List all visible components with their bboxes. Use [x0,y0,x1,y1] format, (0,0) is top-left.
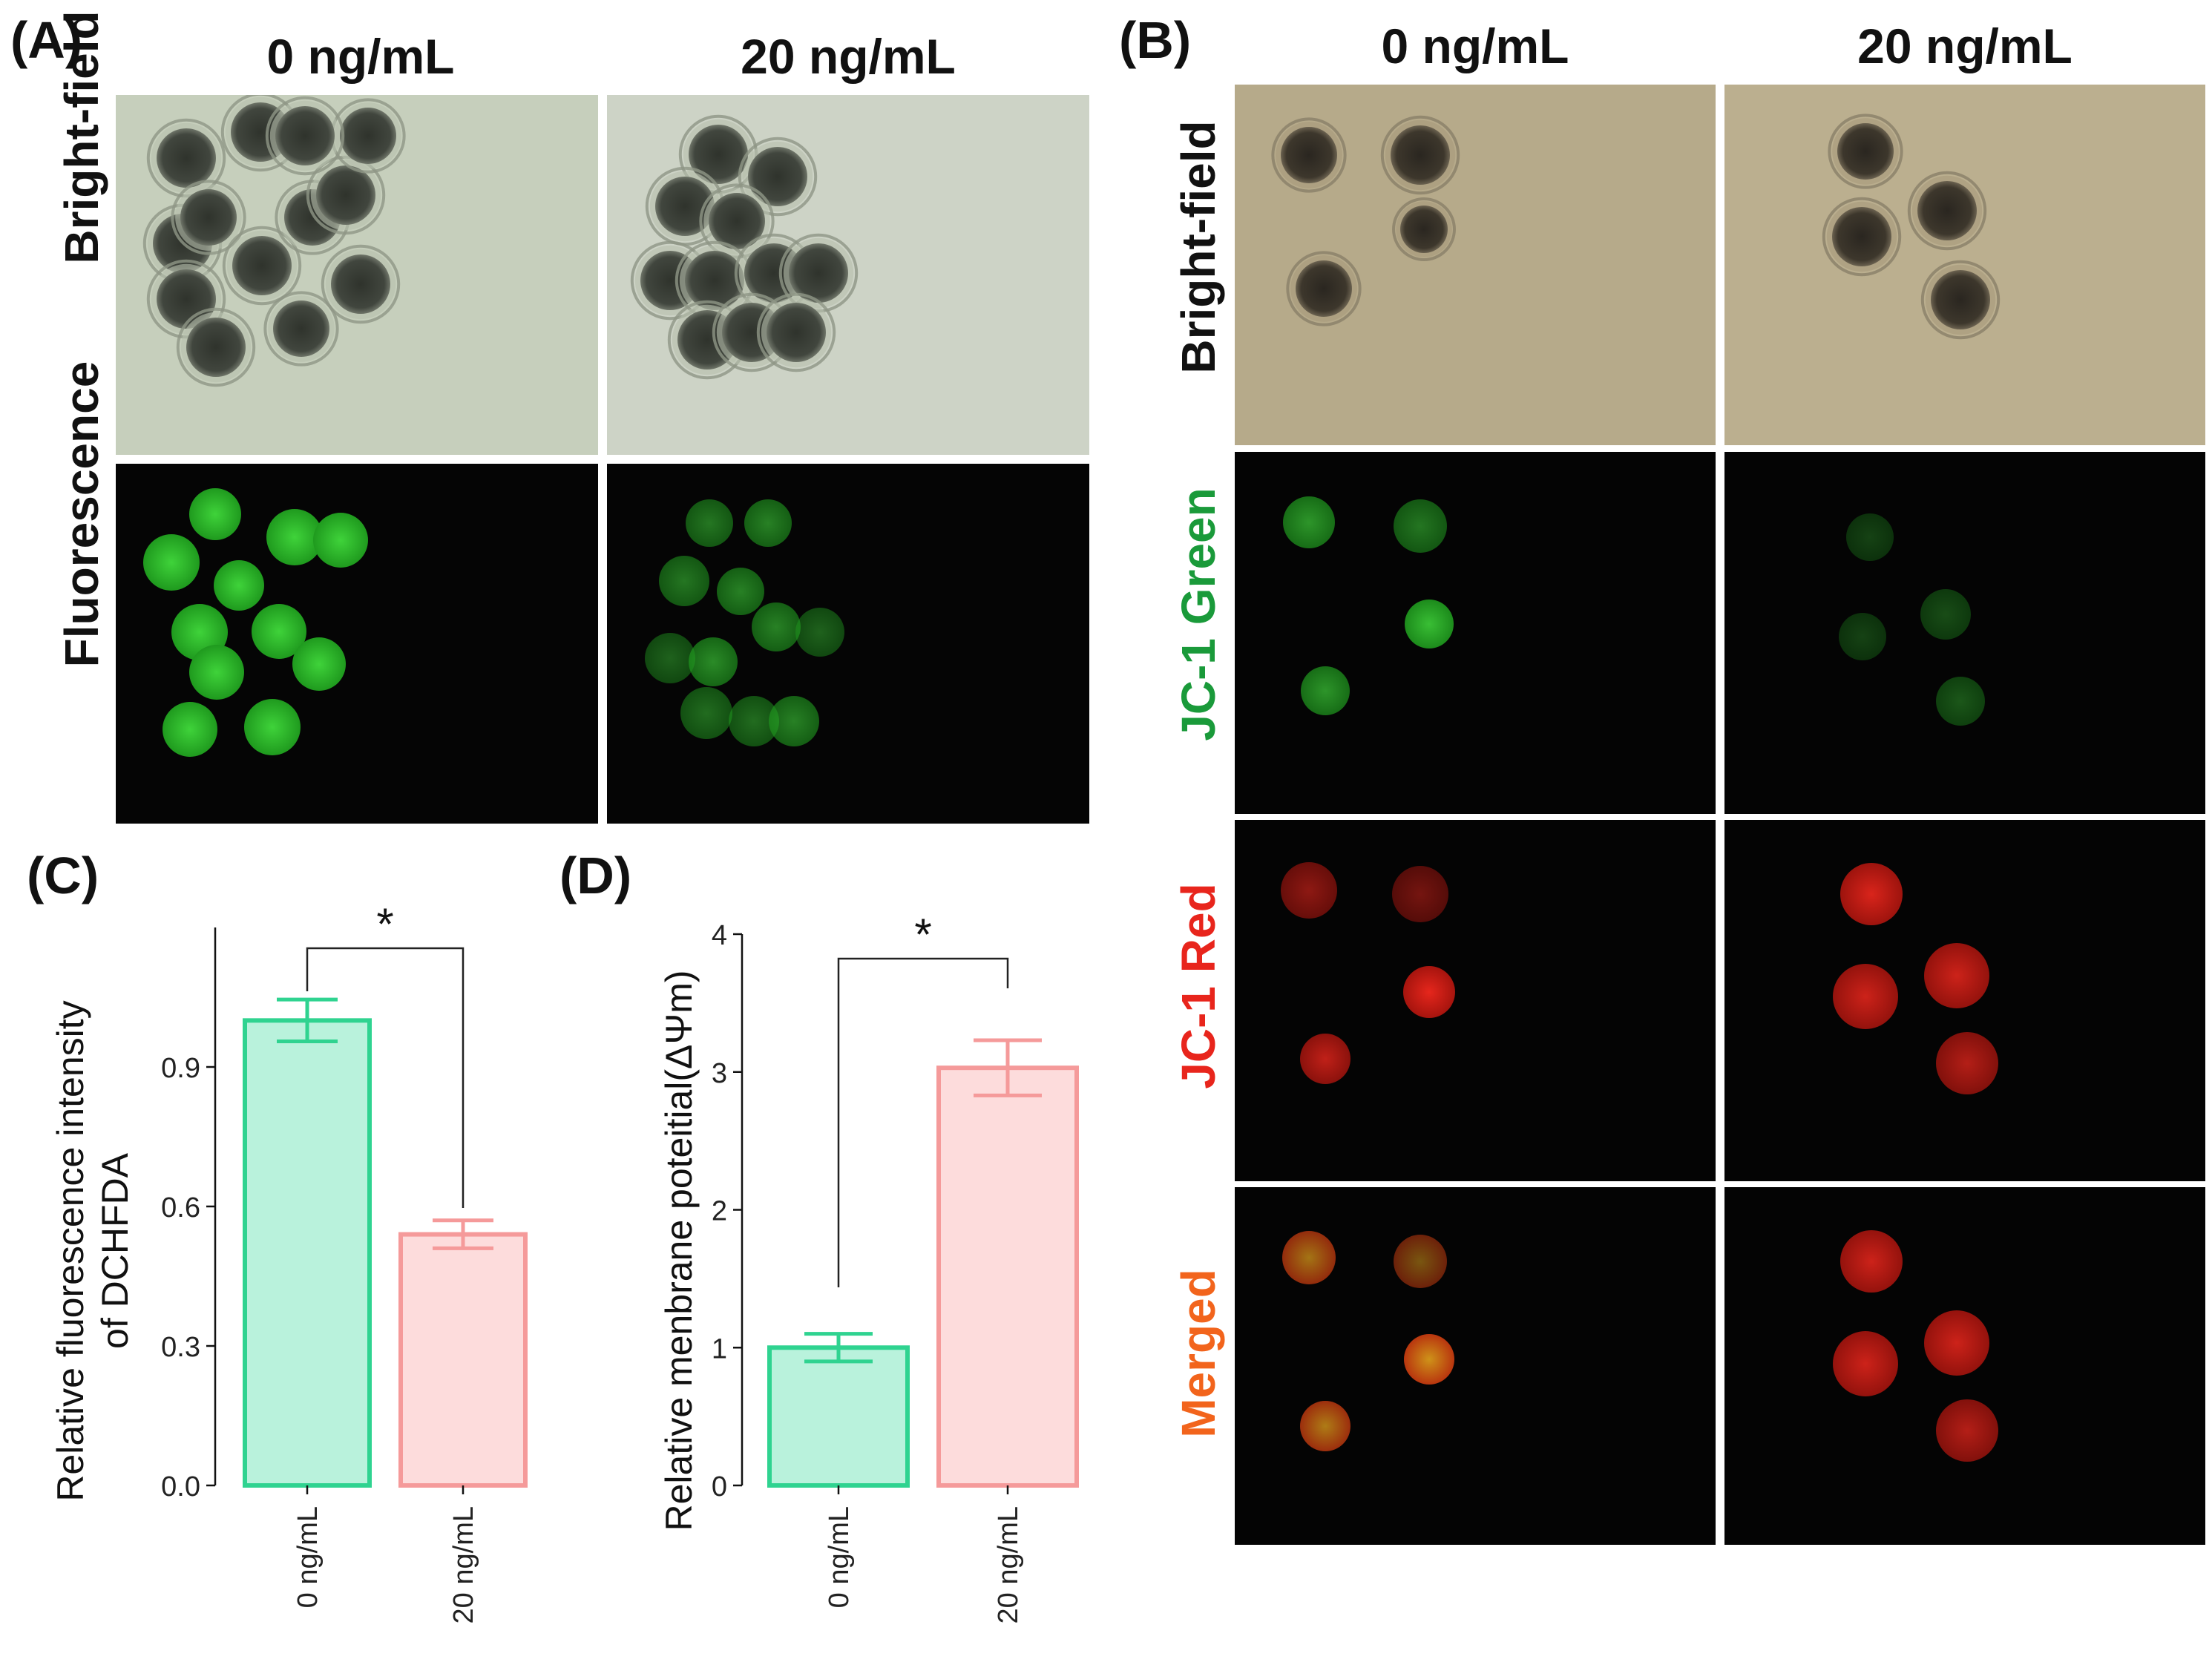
x-category-label: 20 ng/mL [993,1506,1024,1623]
y-tick-label: 0.0 [161,1471,200,1503]
micrograph-svg [1724,85,2205,445]
y-tick-label: 0.3 [161,1332,200,1363]
bar [936,1065,1079,1488]
bar-chart-svg: 0.0 0.3 0.6 0.9 0 ng/mL 20 ng/mL * Relative flu… [50,899,528,1623]
micrograph-svg [1235,85,1716,445]
significance-bracket [837,957,1009,1287]
micrograph-svg [1724,820,2205,1181]
panel-b-jc1-green-image-0ng [1235,452,1716,814]
panel-a-row-title-fluorescence: Fluorescence [55,361,108,668]
micrograph-svg [1235,820,1716,1181]
y-tick-label: 0.9 [161,1053,200,1084]
bar-chart-svg: 0 1 2 3 4 0 ng/mL 20 ng/mL * Relative menbrane p… [658,910,1079,1623]
panel-a-brightfield-image-0ng [116,95,598,455]
panel-label-c: (C) [27,847,99,904]
x-category-label: 0 ng/mL [292,1506,324,1608]
jc1-red-label-prefix: JC-1 [1172,973,1225,1089]
panel-b-brightfield-image-0ng [1235,85,1716,445]
panel-b-merged-image-0ng [1235,1187,1716,1545]
panel-b-row-title-jc1-red: JC-1 Red [1171,804,1226,1168]
y-tick-label: 1 [712,1333,727,1364]
y-axis-label: Relative menbrane poteitial(ΔΨm) [658,970,700,1531]
significance-star: * [376,899,393,949]
panel-b-row-title-jc1-green: JC-1 Green [1171,433,1226,796]
panel-b-merged-image-20ng [1724,1187,2205,1545]
bar [398,1232,528,1488]
panel-b-column-title-0: 0 ng/mL [1381,19,1569,73]
micrograph-svg [607,464,1089,824]
micrograph-svg [1235,1187,1716,1545]
chart-d: 0 1 2 3 4 0 ng/mL 20 ng/mL * Relative menbrane p… [564,853,1113,1665]
x-category-label: 0 ng/mL [824,1506,855,1608]
y-tick-label: 3 [712,1058,727,1089]
jc1-green-label-suffix: Green [1172,487,1225,625]
y-tick-label: 2 [712,1196,727,1227]
micrograph-svg [116,464,598,824]
y-tick-label: 0.6 [161,1192,200,1224]
panel-label-b: (B) [1119,11,1192,69]
panel-label-d: (D) [559,847,632,904]
x-category-label: 20 ng/mL [448,1506,479,1623]
panel-a-fluorescence-image-20ng [607,464,1089,824]
y-axis-label: of DCHFDA [94,1152,136,1349]
chart-c: 0.0 0.3 0.6 0.9 0 ng/mL 20 ng/mL * Relative flu… [0,853,564,1665]
bar [243,1018,372,1488]
significance-star: * [914,910,931,959]
panel-a-brightfield-image-20ng [607,95,1089,455]
jc1-red-label-suffix: Red [1172,883,1225,973]
micrograph-svg [607,95,1089,455]
panel-label-a: (A) [10,11,83,69]
panel-b-jc1-green-image-20ng [1724,452,2205,814]
panel-b-jc1-red-image-20ng [1724,820,2205,1181]
y-tick-label: 0 [712,1471,727,1503]
panel-b-jc1-red-image-0ng [1235,820,1716,1181]
micrograph-svg [1724,452,2205,814]
jc1-green-label-prefix: JC-1 [1172,625,1225,741]
micrograph-svg [1235,452,1716,814]
y-tick-label: 4 [712,920,727,951]
panel-b-brightfield-image-20ng [1724,85,2205,445]
micrograph-svg [1724,1187,2205,1545]
panel-a-fluorescence-image-0ng [116,464,598,824]
panel-a-row-title-brightfield: Bright-field [55,10,108,264]
significance-bracket [306,947,465,1208]
y-axis-label: Relative fluorescence intensity [50,1000,91,1501]
panel-b-column-title-1: 20 ng/mL [1857,19,2072,73]
panel-a-column-title-0: 0 ng/mL [266,29,455,84]
panel-a-column-title-1: 20 ng/mL [741,29,956,84]
micrograph-svg [116,95,598,455]
bar [767,1345,910,1488]
panel-b-row-title-brightfield: Bright-field [1172,120,1225,374]
panel-b-row-title-merged: Merged [1172,1269,1225,1438]
